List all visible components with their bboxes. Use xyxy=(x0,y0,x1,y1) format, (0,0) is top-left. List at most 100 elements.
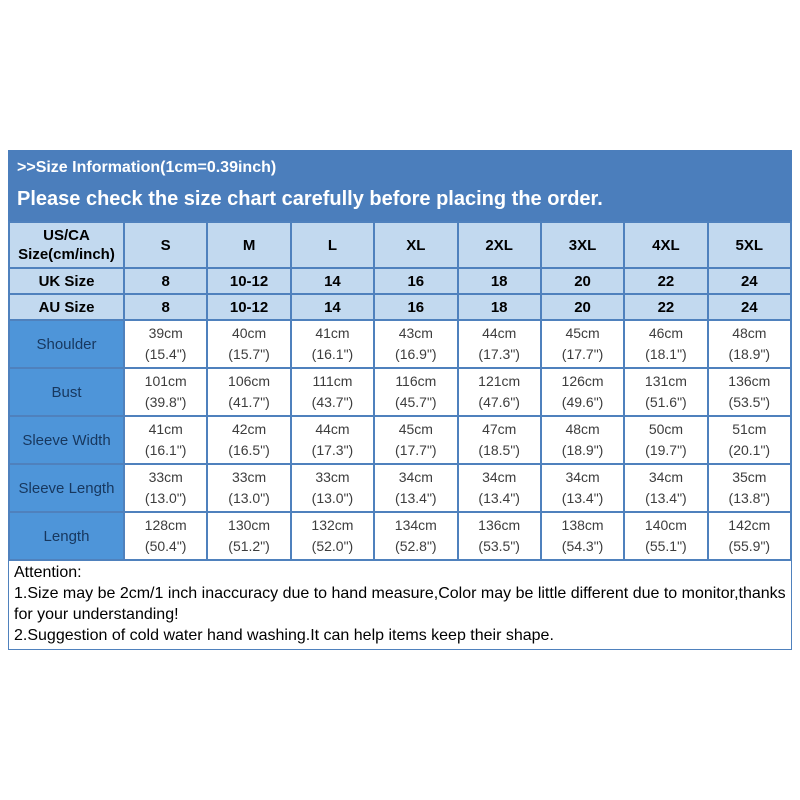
cm-value: 136cm xyxy=(478,517,521,533)
attention-box: Attention: 1.Size may be 2cm/1 inch inac… xyxy=(8,561,792,650)
measure-value-cell: 126cm (49.6") xyxy=(539,367,626,417)
cm-value: 44cm xyxy=(482,325,517,341)
measure-value-cell: 44cm (17.3") xyxy=(289,415,376,465)
measure-value-cell: 121cm (47.6") xyxy=(456,367,542,417)
size-value-cell: 24 xyxy=(706,293,793,321)
row-label: Sleeve Width xyxy=(8,415,125,465)
size-column-header-l: L xyxy=(289,221,376,269)
size-value-cell: 14 xyxy=(289,293,376,321)
size-value-cell: 20 xyxy=(539,293,626,321)
measure-value-cell: 33cm (13.0") xyxy=(206,463,292,513)
measure-value-cell: 47cm (18.5") xyxy=(456,415,542,465)
measure-value-cell: 136cm (53.5") xyxy=(456,511,542,561)
cm-value: 44cm xyxy=(315,421,350,437)
measure-value-cell: 140cm (55.1") xyxy=(623,511,709,561)
table-row: AU Size 8 10-12 14 16 18 20 22 24 xyxy=(8,293,793,321)
inch-value: (13.0") xyxy=(228,490,270,506)
size-column-header-m: M xyxy=(206,221,292,269)
inch-value: (17.7") xyxy=(561,346,604,362)
size-value-cell: 20 xyxy=(539,267,626,295)
measure-value-cell: 130cm (51.2") xyxy=(206,511,292,561)
inch-value: (18.9") xyxy=(728,346,771,362)
inch-value: (53.5") xyxy=(728,394,771,410)
inch-value: (55.1") xyxy=(645,538,687,554)
inch-value: (39.8") xyxy=(144,394,187,410)
inch-value: (54.3") xyxy=(561,538,604,554)
inch-value: (17.3") xyxy=(478,346,520,362)
cm-value: 101cm xyxy=(144,373,187,389)
cm-value: 134cm xyxy=(394,517,437,533)
measure-value-cell: 142cm (55.9") xyxy=(706,511,793,561)
cm-value: 41cm xyxy=(315,325,350,341)
measure-value-cell: 41cm (16.1") xyxy=(122,415,209,465)
measure-value-cell: 48cm (18.9") xyxy=(706,319,793,369)
cm-value: 34cm xyxy=(398,469,433,485)
inch-value: (15.4") xyxy=(144,346,187,362)
row-label: Shoulder xyxy=(8,319,125,369)
measure-value-cell: 136cm (53.5") xyxy=(706,367,793,417)
size-value-cell: 10-12 xyxy=(206,267,292,295)
size-value-cell: 18 xyxy=(456,293,542,321)
cm-value: 33cm xyxy=(148,469,183,485)
inch-value: (16.1") xyxy=(311,346,354,362)
cm-value: 106cm xyxy=(228,373,271,389)
inch-value: (13.0") xyxy=(311,490,354,506)
measure-value-cell: 34cm (13.4") xyxy=(539,463,626,513)
inch-value: (16.1") xyxy=(144,442,187,458)
cm-value: 50cm xyxy=(648,421,684,437)
measure-value-cell: 138cm (54.3") xyxy=(539,511,626,561)
measure-value-cell: 35cm (13.8") xyxy=(706,463,793,513)
size-column-header-s: S xyxy=(122,221,209,269)
measure-value-cell: 132cm (52.0") xyxy=(289,511,376,561)
size-column-header-xl: XL xyxy=(373,221,459,269)
row-label: Bust xyxy=(8,367,125,417)
size-value-cell: 8 xyxy=(122,267,209,295)
table-row: Sleeve Length 33cm (13.0") 33cm (13.0") 33cm (… xyxy=(8,463,793,513)
table-row: Shoulder 39cm (15.4") 40cm (15.7") 41cm (16.1"… xyxy=(8,319,793,369)
size-info-sheet: >>Size Information(1cm=0.39inch) Please … xyxy=(8,150,793,650)
inch-value: (49.6") xyxy=(561,394,604,410)
measure-value-cell: 134cm (52.8") xyxy=(373,511,459,561)
cm-value: 126cm xyxy=(561,373,604,389)
size-value-cell: 10-12 xyxy=(206,293,292,321)
measure-value-cell: 46cm (18.1") xyxy=(623,319,709,369)
table-row: Length 128cm (50.4") 130cm (51.2") 132cm (52.0… xyxy=(8,511,793,561)
measure-value-cell: 111cm (43.7") xyxy=(289,367,376,417)
inch-value: (52.8") xyxy=(395,538,437,554)
cm-value: 41cm xyxy=(148,421,183,437)
size-column-header-4xl: 4XL xyxy=(623,221,709,269)
measure-value-cell: 131cm (51.6") xyxy=(623,367,709,417)
table-row: UK Size 8 10-12 14 16 18 20 22 24 xyxy=(8,267,793,295)
measure-value-cell: 45cm (17.7") xyxy=(539,319,626,369)
measure-value-cell: 33cm (13.0") xyxy=(122,463,209,513)
measure-value-cell: 106cm (41.7") xyxy=(206,367,292,417)
inch-value: (13.4") xyxy=(395,490,437,506)
cm-value: 121cm xyxy=(478,373,521,389)
size-value-cell: 18 xyxy=(456,267,542,295)
inch-value: (41.7") xyxy=(228,394,270,410)
inch-value: (55.9") xyxy=(728,538,771,554)
attention-note-1: 1.Size may be 2cm/1 inch inaccuracy due … xyxy=(14,585,786,623)
table-row: Bust 101cm (39.8") 106cm (41.7") 111cm (43.7")… xyxy=(8,367,793,417)
measure-value-cell: 42cm (16.5") xyxy=(206,415,292,465)
inch-value: (16.5") xyxy=(228,442,270,458)
measure-value-cell: 41cm (16.1") xyxy=(289,319,376,369)
inch-value: (18.1") xyxy=(645,346,687,362)
cm-value: 48cm xyxy=(732,325,767,341)
inch-value: (13.4") xyxy=(561,490,604,506)
size-value-cell: 16 xyxy=(373,267,459,295)
inch-value: (18.5") xyxy=(478,442,520,458)
attention-note-2: 2.Suggestion of cold water hand washing.… xyxy=(14,627,554,644)
inch-value: (17.7") xyxy=(395,442,437,458)
inch-value: (20.1") xyxy=(728,442,771,458)
cm-value: 51cm xyxy=(732,421,767,437)
cm-value: 42cm xyxy=(231,421,267,437)
measure-value-cell: 34cm (13.4") xyxy=(456,463,542,513)
attention-title: Attention: xyxy=(14,564,82,581)
cm-value: 142cm xyxy=(728,517,771,533)
size-value-cell: 22 xyxy=(623,267,709,295)
size-value-cell: 22 xyxy=(623,293,709,321)
measure-value-cell: 48cm (18.9") xyxy=(539,415,626,465)
cm-value: 47cm xyxy=(482,421,517,437)
